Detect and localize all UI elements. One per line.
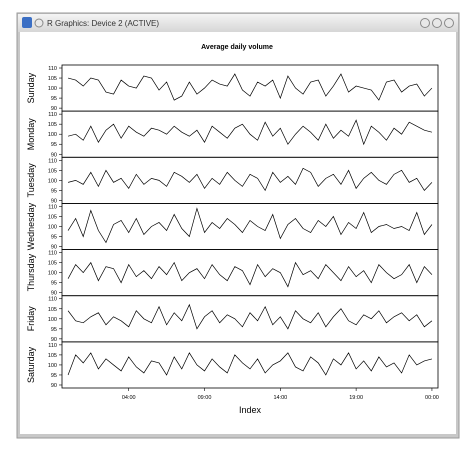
y-tick-label: 95 (51, 235, 57, 241)
y-tick-label: 95 (51, 142, 57, 148)
y-tick-label: 105 (48, 261, 57, 267)
y-axis-label: Thursday (26, 253, 36, 291)
y-tick-label: 100 (48, 317, 57, 323)
y-tick-label: 105 (48, 214, 57, 220)
chart-title: Average daily volume (201, 44, 273, 51)
app-icon (22, 17, 32, 28)
x-axis-label: Index (239, 405, 262, 415)
y-tick-label: 105 (48, 307, 57, 313)
y-tick-label: 110 (48, 112, 57, 118)
window-title: R Graphics: Device 2 (ACTIVE) (47, 19, 159, 28)
pin-button[interactable] (34, 18, 44, 28)
line (67, 207, 433, 244)
y-tick-label: 100 (48, 271, 57, 277)
y-tick-label: 100 (48, 178, 57, 184)
y-tick-label: 90 (51, 291, 57, 297)
y-tick-label: 90 (51, 152, 57, 158)
y-tick-label: 100 (48, 132, 57, 138)
y-tick-label: 95 (51, 188, 57, 194)
y-tick-label: 90 (51, 106, 57, 112)
y-axis-label: Friday (26, 306, 36, 332)
line (67, 119, 433, 146)
y-axis-label: Monday (26, 118, 36, 151)
y-tick-label: 110 (48, 204, 57, 210)
plot-canvas (20, 32, 456, 434)
y-tick-label: 90 (51, 245, 57, 251)
y-axis-label: Tuesday (26, 163, 36, 198)
y-axis-label: Sunday (26, 72, 36, 103)
y-tick-label: 100 (48, 225, 57, 231)
y-tick-label: 110 (48, 343, 57, 349)
line (67, 261, 433, 288)
title-bar (18, 14, 458, 32)
y-tick-label: 90 (51, 337, 57, 343)
y-tick-label: 105 (48, 76, 57, 82)
y-tick-label: 100 (48, 86, 57, 92)
x-tick-label: 19:00 (349, 395, 363, 401)
y-tick-label: 105 (48, 122, 57, 128)
x-tick-label: 00:00 (425, 395, 439, 401)
y-axis-label: Saturday (26, 346, 36, 383)
line (67, 303, 433, 330)
y-tick-label: 110 (48, 297, 57, 303)
line (67, 352, 433, 376)
y-tick-label: 110 (48, 66, 57, 72)
y-axis-label: Wednesday (26, 202, 36, 250)
y-tick-label: 95 (51, 96, 57, 102)
y-tick-label: 90 (51, 383, 57, 389)
y-tick-label: 100 (48, 363, 57, 369)
line (67, 73, 433, 101)
y-tick-label: 110 (48, 251, 57, 257)
y-tick-label: 90 (51, 198, 57, 204)
y-tick-label: 95 (51, 373, 57, 379)
y-tick-label: 105 (48, 353, 57, 359)
close-button[interactable] (444, 18, 454, 28)
x-tick-label: 04:00 (122, 395, 136, 401)
y-tick-label: 95 (51, 281, 57, 287)
x-tick-label: 09:00 (198, 395, 212, 401)
maximize-button[interactable] (432, 18, 442, 28)
y-tick-label: 105 (48, 168, 57, 174)
y-tick-label: 110 (48, 158, 57, 164)
x-tick-label: 14:00 (273, 395, 287, 401)
minimize-button[interactable] (420, 18, 430, 28)
y-tick-label: 95 (51, 327, 57, 333)
line (67, 167, 433, 192)
